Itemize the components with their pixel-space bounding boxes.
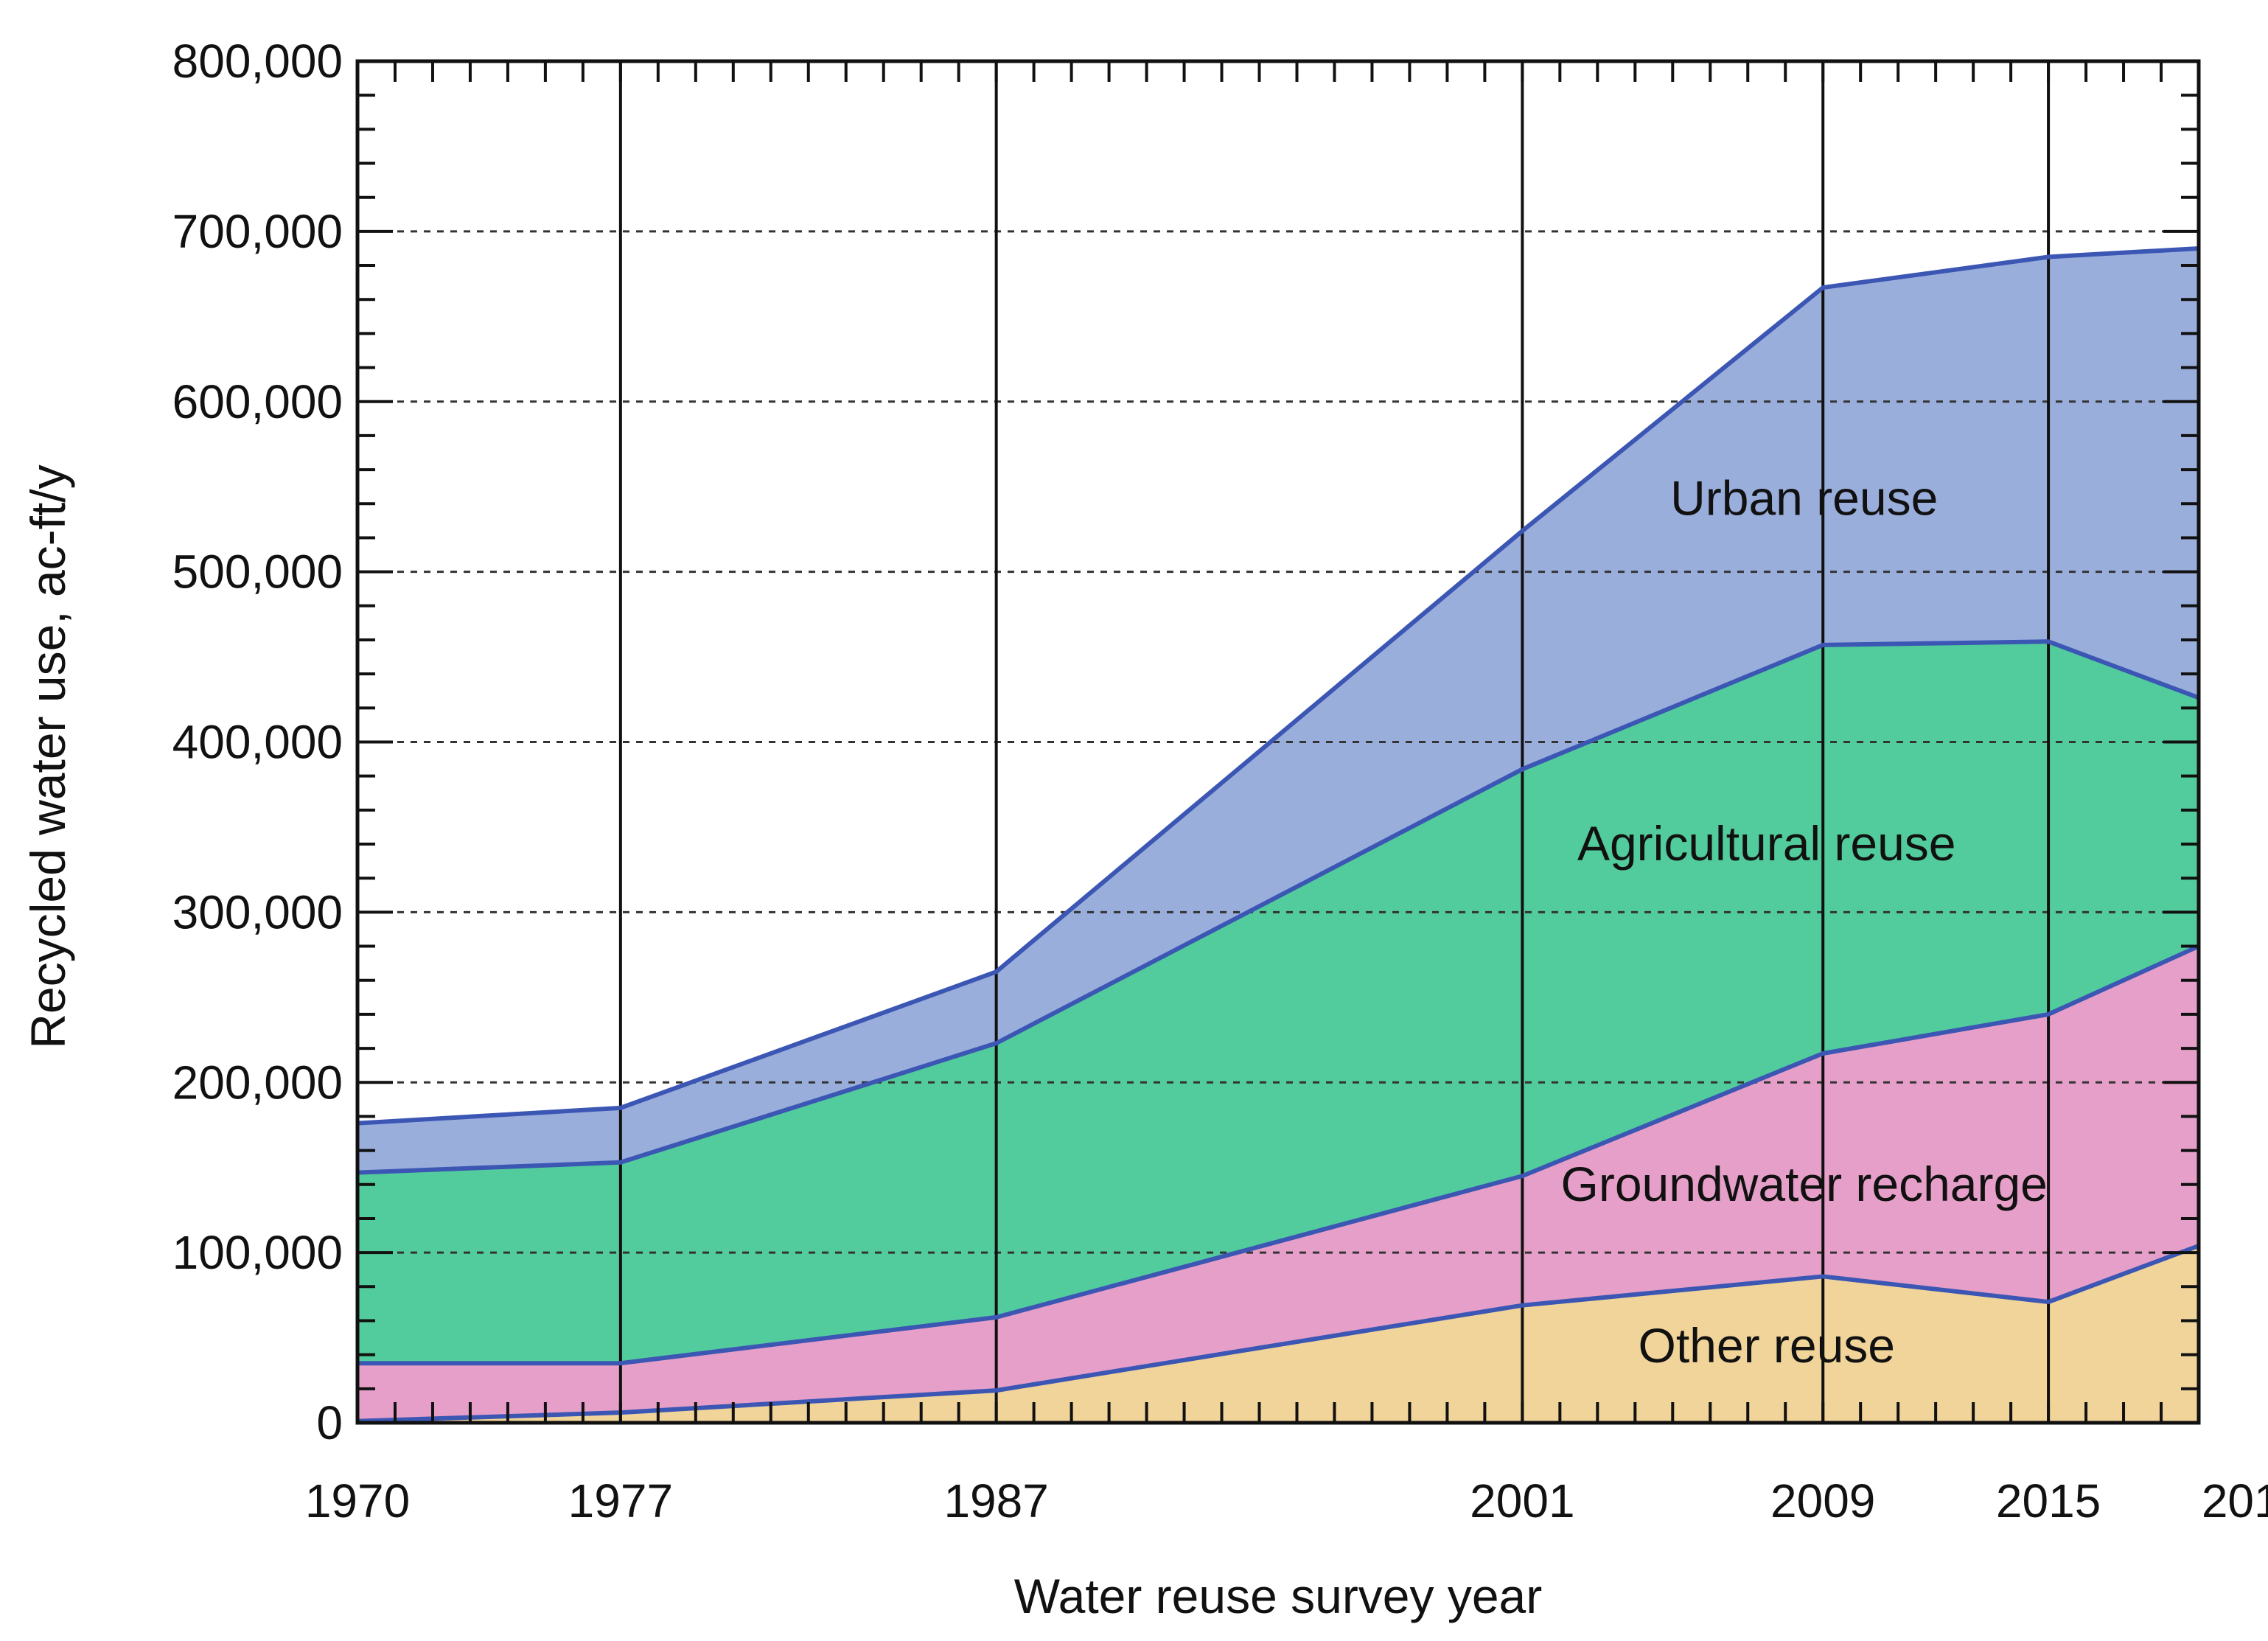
y-tick-label: 200,000 — [172, 1056, 343, 1109]
area-labels: Other reuse Groundwater recharge Agricultu… — [1561, 470, 2048, 1373]
x-tick-label: 1970 — [305, 1474, 410, 1527]
area-label-urban-reuse: Urban reuse — [1670, 470, 1938, 525]
y-tick-label: 0 — [316, 1396, 343, 1449]
x-tick-labels: 1970 1977 1987 2001 2009 2015 2019 — [305, 1474, 2268, 1527]
x-tick-label: 2015 — [1996, 1474, 2101, 1527]
area-layers — [357, 248, 2199, 1423]
y-tick-label: 800,000 — [172, 35, 343, 88]
area-label-groundwater-recharge: Groundwater recharge — [1561, 1157, 2048, 1211]
y-tick-label: 500,000 — [172, 546, 343, 599]
area-groundwater-recharge — [357, 946, 2199, 1421]
y-tick-label: 600,000 — [172, 375, 343, 428]
plot-frame — [355, 59, 2201, 1425]
y-tick-label: 700,000 — [172, 205, 343, 258]
area-other-reuse — [357, 1245, 2199, 1423]
area-label-agricultural-reuse: Agricultural reuse — [1577, 816, 1956, 871]
area-label-other-reuse: Other reuse — [1638, 1318, 1895, 1373]
x-tick-label: 2001 — [1470, 1474, 1574, 1527]
gridlines — [357, 230, 2199, 1254]
boundary-agricultural-reuse — [357, 639, 2200, 1175]
x-tick-label: 2009 — [1770, 1474, 1875, 1527]
y-tick-labels: 0 100,000 200,000 300,000 400,000 500,000 600,… — [172, 35, 343, 1449]
y-tick-label: 300,000 — [172, 885, 343, 938]
y-tick-label: 400,000 — [172, 716, 343, 769]
x-axis-title: Water reuse survey year — [1014, 1569, 1542, 1623]
area-urban-reuse — [357, 248, 2199, 1173]
area-agricultural-reuse — [357, 641, 2199, 1364]
y-axis-title: Recycled water use, ac-ft/y — [21, 464, 75, 1048]
boundary-groundwater-recharge — [357, 944, 2200, 1366]
y-tick-label: 100,000 — [172, 1226, 343, 1279]
boundary-urban-reuse — [357, 245, 2199, 1126]
x-tick-label: 1987 — [943, 1474, 1048, 1527]
x-tick-label: 1977 — [568, 1474, 673, 1527]
x-tick-label: 2019 — [2202, 1474, 2268, 1527]
